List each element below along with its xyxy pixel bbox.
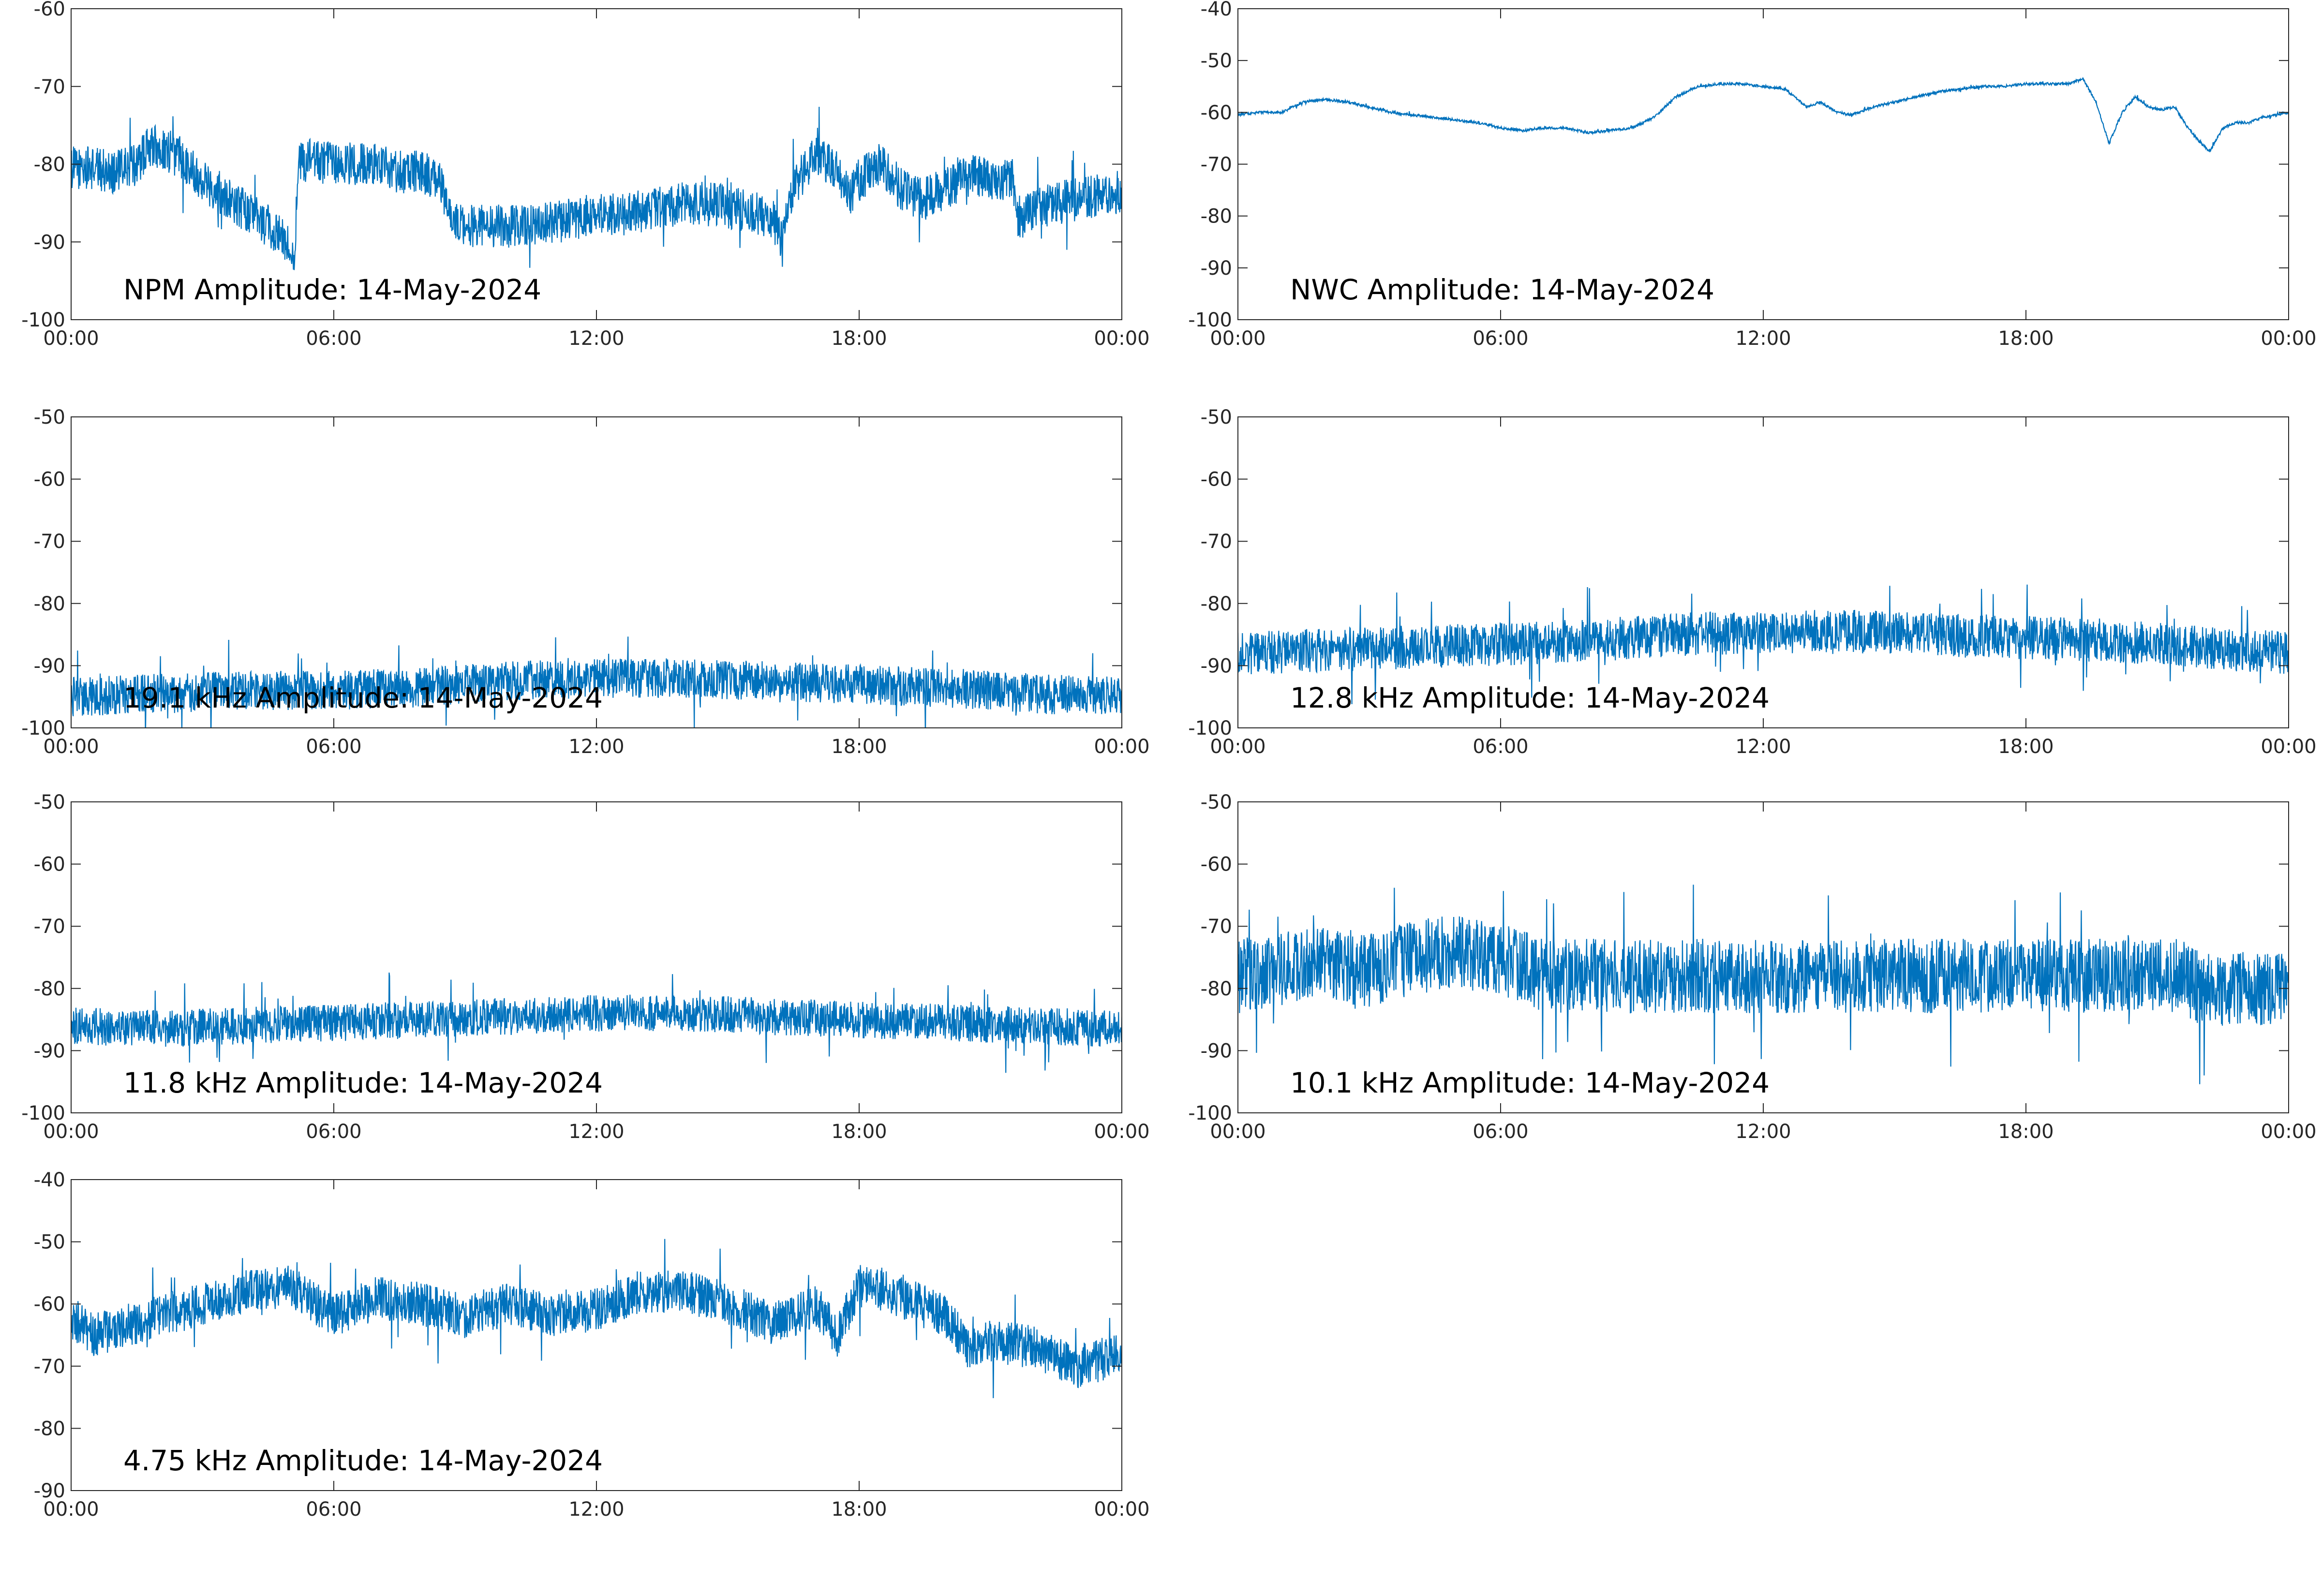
xtick-label: 00:00: [43, 736, 99, 758]
xtick-label: 00:00: [43, 327, 99, 350]
xtick-label: 06:00: [1473, 736, 1528, 758]
ytick-label: -60: [34, 854, 65, 876]
ytick-label: -90: [34, 231, 65, 253]
xtick-label: 00:00: [1210, 327, 1265, 350]
ytick-label: -40: [1201, 0, 1232, 20]
ytick-label: -50: [1201, 791, 1232, 813]
xtick-label: 18:00: [1998, 1121, 2054, 1143]
xtick-label: 00:00: [1094, 736, 1149, 758]
xtick-label: 00:00: [43, 1498, 99, 1521]
ytick-label: -70: [1201, 531, 1232, 553]
ytick-label: -90: [34, 1040, 65, 1062]
chart-title: NWC Amplitude: 14-May-2024: [1290, 273, 1714, 306]
ytick-label: -50: [34, 406, 65, 429]
xtick-label: 12:00: [568, 736, 624, 758]
xtick-label: 06:00: [1473, 327, 1528, 350]
ytick-label: -80: [1201, 978, 1232, 1000]
xtick-label: 12:00: [1735, 327, 1791, 350]
xtick-label: 00:00: [1094, 1498, 1149, 1521]
ytick-label: -60: [1201, 854, 1232, 876]
xtick-label: 00:00: [2261, 1121, 2316, 1143]
series-trace: [1238, 584, 2289, 705]
ytick-label: -70: [34, 76, 65, 98]
ytick-label: -80: [1201, 593, 1232, 615]
ytick-label: -50: [34, 1231, 65, 1254]
ytick-label: -60: [1201, 102, 1232, 124]
xtick-label: 18:00: [831, 1498, 887, 1521]
ytick-label: -80: [34, 154, 65, 176]
ytick-label: -80: [34, 978, 65, 1000]
chart-title: 11.8 kHz Amplitude: 14-May-2024: [123, 1066, 603, 1099]
ytick-label: -90: [1201, 655, 1232, 677]
ytick-label: -90: [1201, 1040, 1232, 1062]
chart-title: 10.1 kHz Amplitude: 14-May-2024: [1290, 1066, 1770, 1099]
xtick-label: 12:00: [568, 1121, 624, 1143]
xtick-label: 12:00: [568, 1498, 624, 1521]
xtick-label: 12:00: [568, 327, 624, 350]
ytick-label: -90: [34, 655, 65, 677]
ytick-label: -60: [34, 469, 65, 491]
ytick-label: -100: [21, 309, 65, 331]
ytick-label: -60: [34, 1293, 65, 1315]
ytick-label: -50: [1201, 50, 1232, 72]
ytick-label: -100: [1188, 309, 1232, 331]
ytick-label: -70: [34, 531, 65, 553]
chart-title: 4.75 kHz Amplitude: 14-May-2024: [123, 1444, 603, 1477]
chart-title: NPM Amplitude: 14-May-2024: [123, 273, 541, 306]
ytick-label: -60: [1201, 469, 1232, 491]
series-trace: [71, 1239, 1122, 1398]
xtick-label: 18:00: [831, 736, 887, 758]
ytick-label: -80: [1201, 206, 1232, 228]
ytick-label: -100: [21, 1102, 65, 1124]
xtick-label: 06:00: [306, 327, 361, 350]
xtick-label: 06:00: [306, 1121, 361, 1143]
xtick-label: 00:00: [1094, 327, 1149, 350]
ytick-label: -90: [34, 1480, 65, 1502]
ytick-label: -60: [34, 0, 65, 20]
xtick-label: 00:00: [2261, 736, 2316, 758]
xtick-label: 18:00: [831, 327, 887, 350]
ytick-label: -100: [21, 717, 65, 739]
ytick-label: -100: [1188, 1102, 1232, 1124]
xtick-label: 18:00: [831, 1121, 887, 1143]
xtick-label: 00:00: [1210, 1121, 1265, 1143]
ytick-label: -50: [34, 791, 65, 813]
chart-title: 12.8 kHz Amplitude: 14-May-2024: [1290, 681, 1770, 714]
xtick-label: 00:00: [1094, 1121, 1149, 1143]
xtick-label: 00:00: [43, 1121, 99, 1143]
xtick-label: 00:00: [1210, 736, 1265, 758]
xtick-label: 06:00: [306, 1498, 361, 1521]
ytick-label: -100: [1188, 717, 1232, 739]
ytick-label: -70: [34, 916, 65, 938]
ytick-label: -70: [1201, 916, 1232, 938]
series-trace: [71, 106, 1122, 270]
series-trace: [71, 972, 1122, 1073]
ytick-label: -70: [1201, 154, 1232, 176]
ytick-label: -40: [34, 1169, 65, 1191]
xtick-label: 06:00: [306, 736, 361, 758]
series-trace: [71, 636, 1122, 728]
chart-title: 19.1 kHz Amplitude: 14-May-2024: [123, 681, 603, 714]
ytick-label: -80: [34, 1418, 65, 1440]
ytick-label: -80: [34, 593, 65, 615]
xtick-label: 18:00: [1998, 736, 2054, 758]
series-trace: [1238, 885, 2289, 1084]
xtick-label: 18:00: [1998, 327, 2054, 350]
xtick-label: 06:00: [1473, 1121, 1528, 1143]
xtick-label: 12:00: [1735, 1121, 1791, 1143]
ytick-label: -90: [1201, 257, 1232, 280]
xtick-label: 00:00: [2261, 327, 2316, 350]
xtick-label: 12:00: [1735, 736, 1791, 758]
ytick-label: -50: [1201, 406, 1232, 429]
ytick-label: -70: [34, 1356, 65, 1378]
series-trace: [1238, 77, 2289, 152]
